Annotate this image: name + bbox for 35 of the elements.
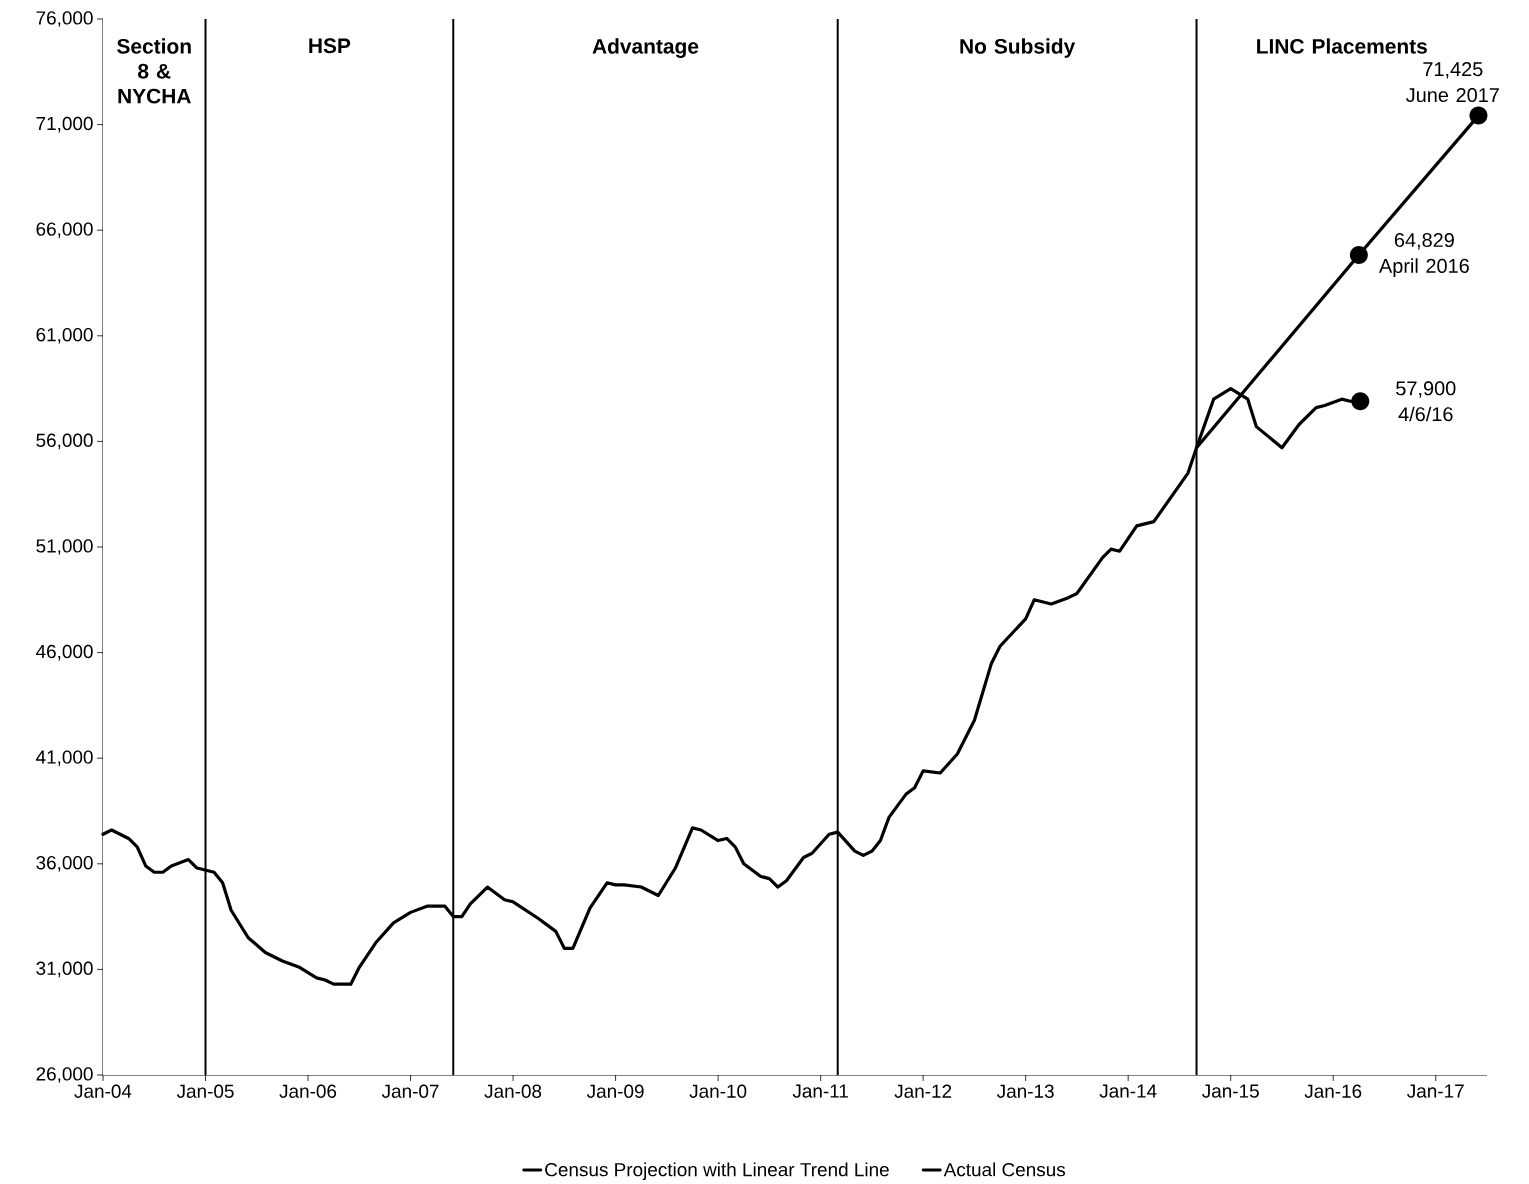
y-tick-label: 41,000 [36, 750, 93, 767]
y-tick-label: 31,000 [36, 961, 93, 978]
band-label: Section 8 & NYCHA [117, 38, 191, 104]
y-tick-label: 36,000 [36, 855, 93, 872]
x-tick-label: Jan-16 [1304, 1084, 1362, 1098]
x-tick-label: Jan-13 [997, 1084, 1054, 1098]
y-tick-label: 61,000 [36, 327, 93, 344]
x-tick-label: Jan-11 [792, 1084, 848, 1098]
y-tick-label: 71,000 [36, 116, 93, 133]
x-tick-label: Jan-07 [381, 1084, 439, 1098]
x-tick-label: Jan-04 [74, 1084, 132, 1098]
y-tick-label: 46,000 [36, 644, 93, 661]
y-tick-label: 56,000 [36, 433, 93, 450]
band-label: No Subsidy [960, 38, 1076, 58]
x-tick-label: Jan-06 [279, 1084, 337, 1098]
band-label: LINC Placements [1257, 38, 1427, 54]
legend-label: Census Projection with Linear Trend Line [545, 1162, 889, 1181]
y-tick-label: 26,000 [36, 1067, 93, 1083]
y-tick-label: 66,000 [36, 222, 93, 239]
y-tick-label: 51,000 [36, 539, 93, 555]
x-tick-label: Jan-09 [586, 1084, 644, 1098]
x-tick-label: Jan-12 [894, 1084, 952, 1098]
annotation: 57,900 4/6/16 [1396, 381, 1456, 422]
x-tick-label: Jan-14 [1099, 1084, 1157, 1098]
annotation: 64,829 April 2016 [1378, 232, 1469, 277]
annotation: 71,425 June 2017 [1406, 62, 1499, 103]
band-label: Advantage [592, 38, 699, 58]
x-tick-label: Jan-05 [176, 1084, 234, 1098]
band-label: HSP [309, 38, 351, 54]
y-tick-label: 76,000 [36, 11, 93, 27]
x-tick-label: Jan-15 [1202, 1084, 1259, 1098]
legend-label: Actual Census [943, 1162, 1066, 1177]
x-tick-label: Jan-17 [1407, 1084, 1464, 1098]
x-tick-label: Jan-10 [689, 1084, 747, 1098]
x-tick-label: Jan-08 [484, 1084, 542, 1098]
